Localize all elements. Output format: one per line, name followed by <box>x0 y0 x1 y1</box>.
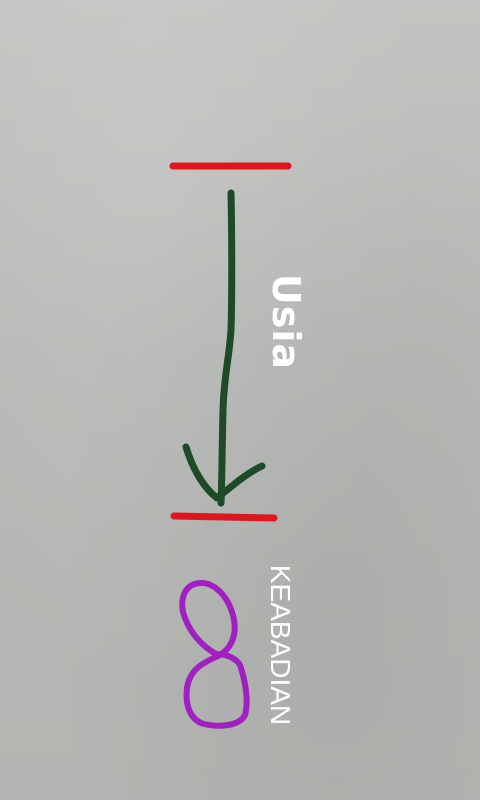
arrow-head <box>182 443 266 502</box>
arrow-shaft <box>217 189 236 507</box>
infinity-symbol <box>179 580 250 729</box>
eternity-label: KEABADIAN <box>265 564 296 726</box>
bottom-limit-line <box>170 512 278 522</box>
age-label: Usia <box>264 273 308 371</box>
